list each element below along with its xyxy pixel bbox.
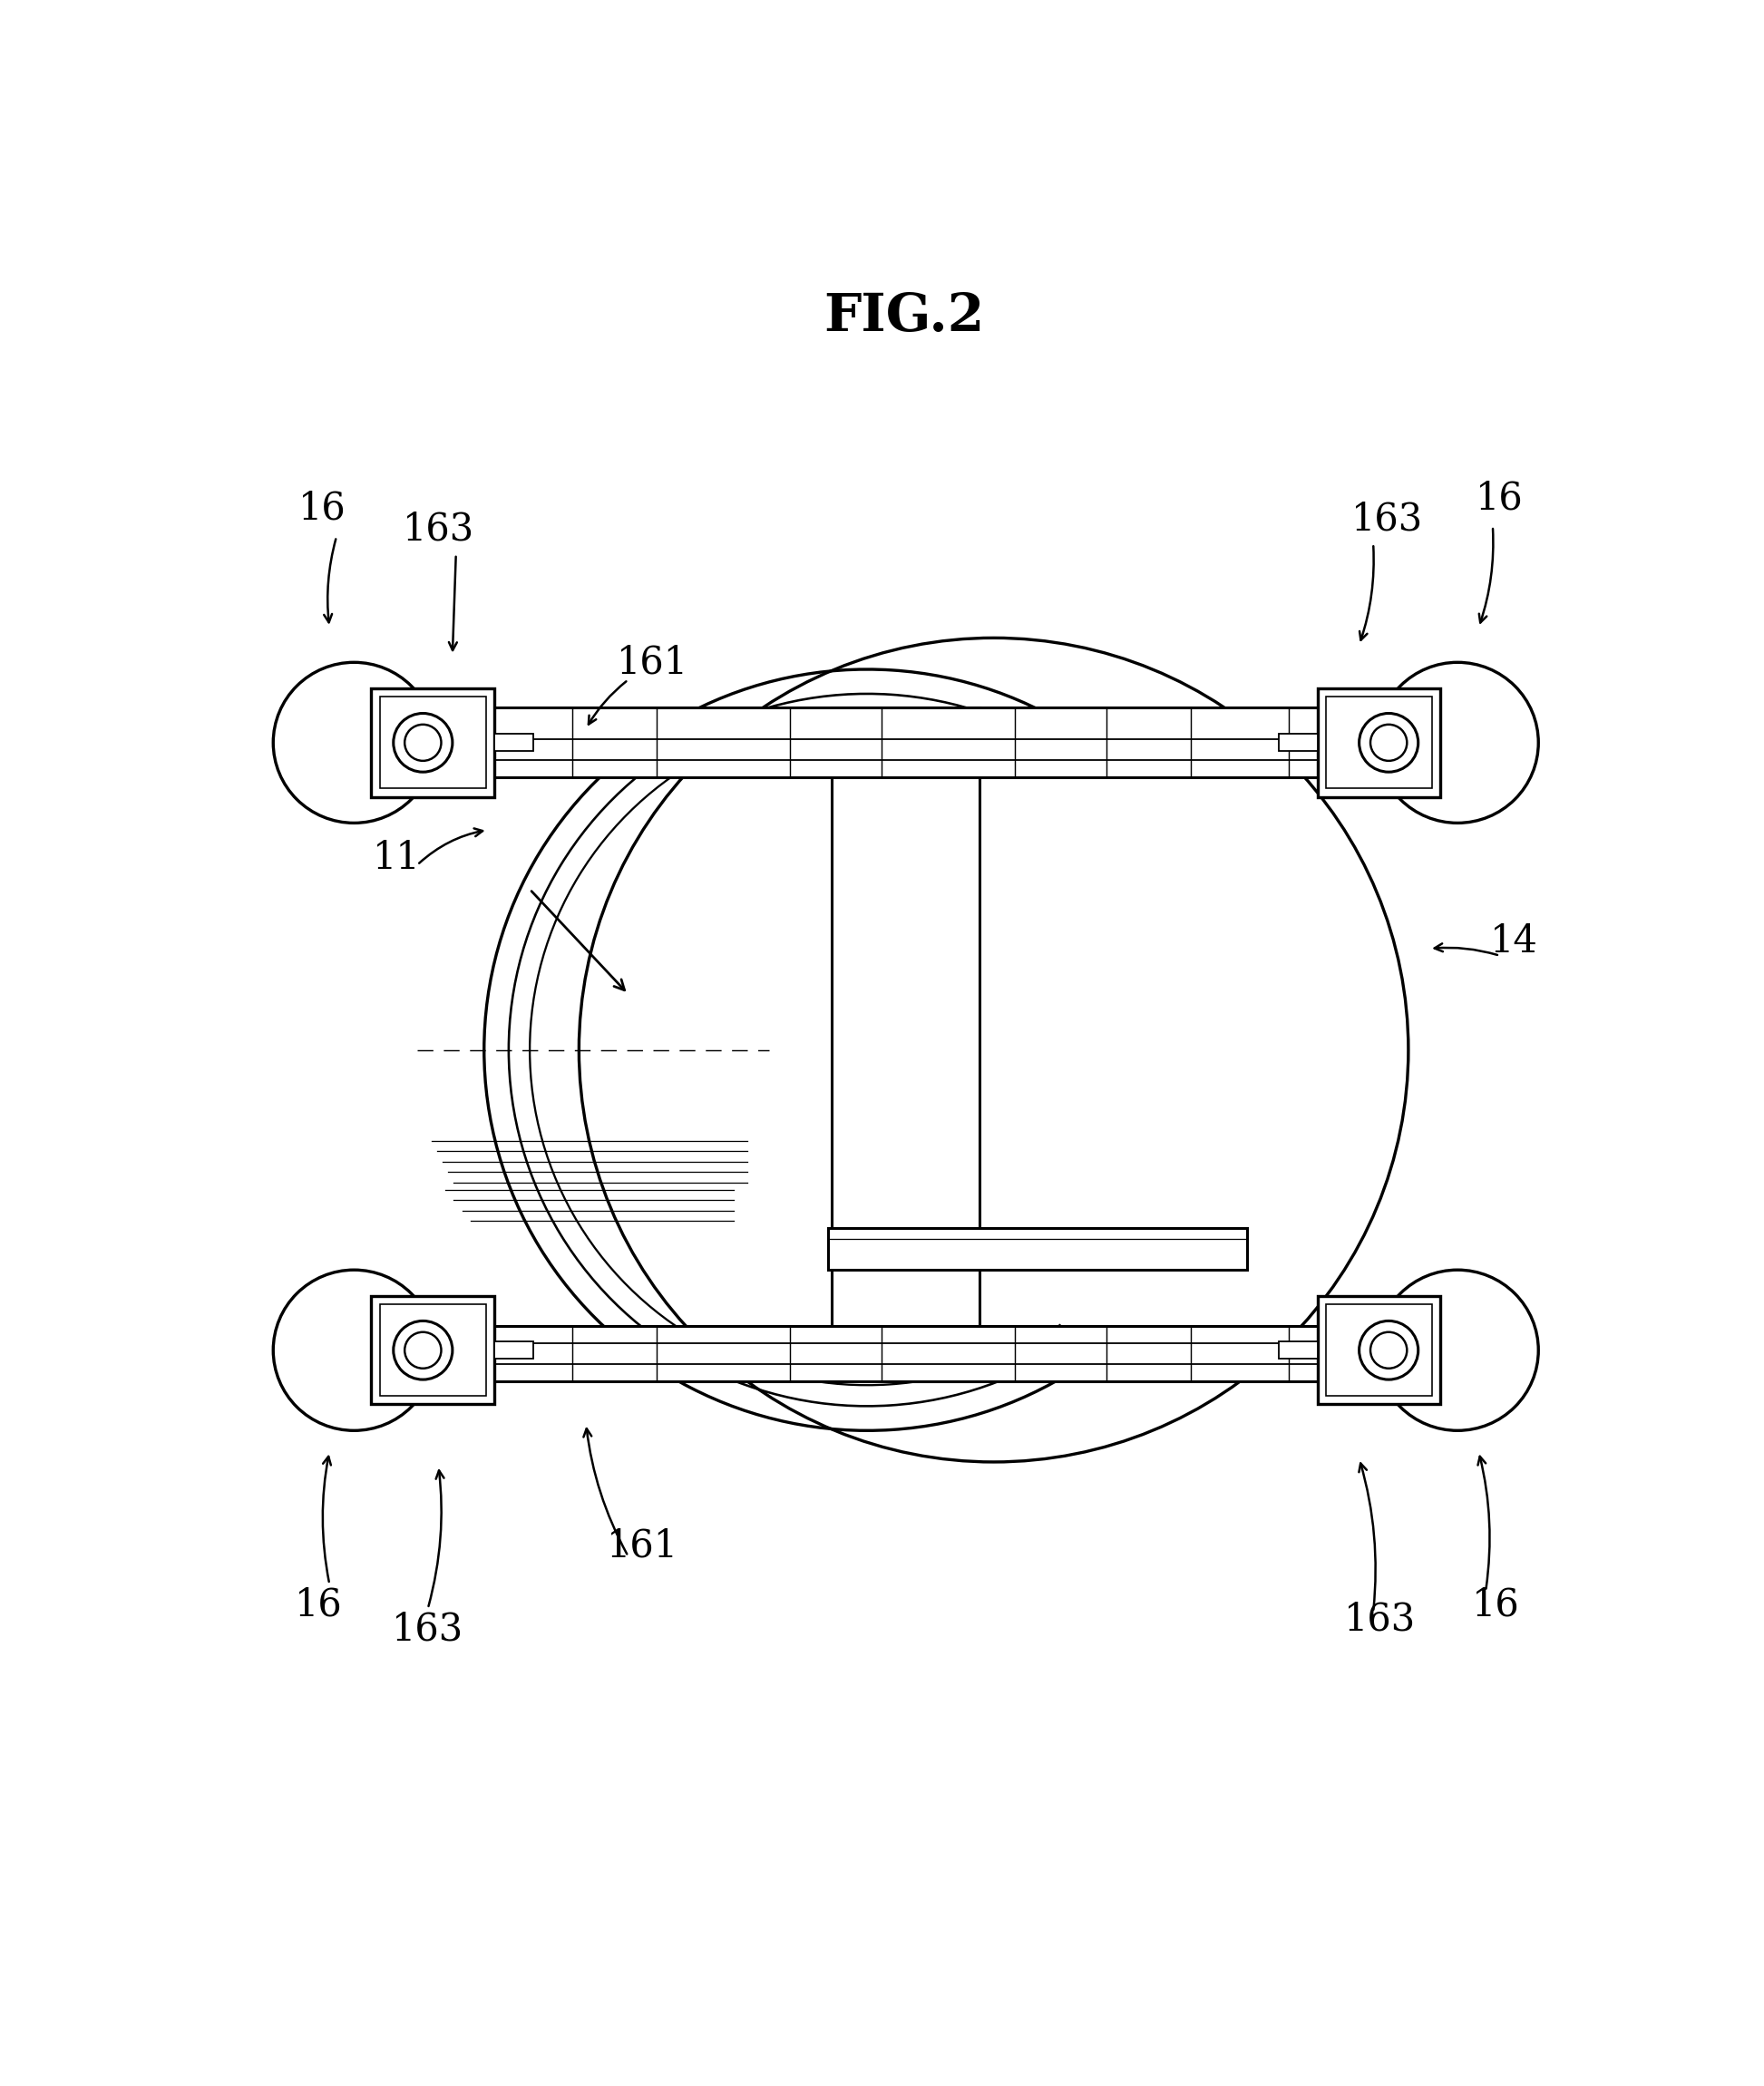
Text: 16: 16 <box>295 1585 342 1625</box>
Text: 161: 161 <box>607 1527 677 1564</box>
Bar <box>370 688 494 797</box>
Text: 163: 163 <box>1351 501 1424 538</box>
Text: FIG.2: FIG.2 <box>824 292 984 342</box>
Bar <box>379 1304 485 1396</box>
Bar <box>1327 697 1432 789</box>
Bar <box>1279 734 1318 751</box>
Text: 11: 11 <box>372 839 420 876</box>
Text: 161: 161 <box>617 642 688 682</box>
Bar <box>379 697 485 789</box>
Bar <box>370 1295 494 1404</box>
Text: 163: 163 <box>1344 1600 1416 1638</box>
Circle shape <box>273 1270 436 1431</box>
Bar <box>1318 688 1441 797</box>
Bar <box>1318 1295 1441 1404</box>
Bar <box>376 707 1436 778</box>
Text: 16: 16 <box>1476 480 1524 517</box>
Text: 163: 163 <box>402 511 475 549</box>
Circle shape <box>1376 663 1538 824</box>
Bar <box>1327 1304 1432 1396</box>
Circle shape <box>273 663 436 824</box>
Bar <box>494 734 533 751</box>
Bar <box>494 1341 533 1358</box>
Text: 163: 163 <box>392 1610 464 1648</box>
Bar <box>829 1229 1247 1270</box>
Text: 16: 16 <box>298 490 346 528</box>
Text: 16: 16 <box>1473 1585 1521 1625</box>
Text: 14: 14 <box>1491 922 1538 962</box>
Bar <box>376 1327 1436 1381</box>
Circle shape <box>1376 1270 1538 1431</box>
Bar <box>1279 1341 1318 1358</box>
Bar <box>833 707 979 1381</box>
